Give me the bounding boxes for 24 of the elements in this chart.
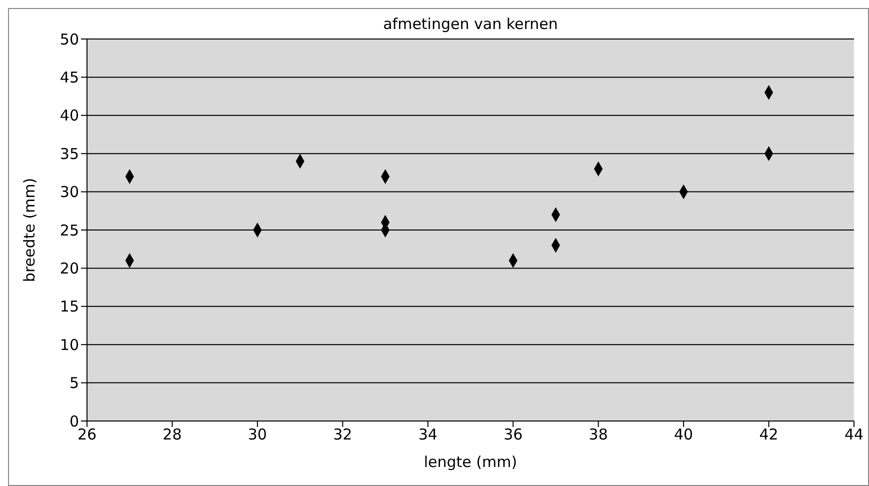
y-tick-label: 40 <box>60 106 79 125</box>
y-tick-label: 5 <box>69 374 79 392</box>
x-tick-label: 40 <box>674 426 694 444</box>
x-tick-label: 26 <box>77 426 97 444</box>
y-tick-label: 30 <box>60 183 79 202</box>
y-tick-label: 20 <box>60 260 79 278</box>
x-tick-label: 34 <box>418 426 438 444</box>
y-axis-title: breedte (mm) <box>20 178 38 282</box>
chart-title: afmetingen van kernen <box>382 15 559 33</box>
y-tick-label: 15 <box>60 298 79 316</box>
y-tick-label: 0 <box>69 412 79 430</box>
x-tick-label: 36 <box>504 426 523 444</box>
x-tick-label: 42 <box>759 426 778 444</box>
y-tick-label: 35 <box>60 144 79 163</box>
x-axis-title: lengte (mm) <box>424 453 518 471</box>
x-tick-label: 30 <box>248 426 267 444</box>
x-tick-label: 44 <box>844 426 864 444</box>
x-tick-label: 32 <box>333 426 352 444</box>
y-tick-label: 25 <box>60 221 79 240</box>
x-tick-label: 28 <box>162 426 182 444</box>
y-tick-label: 10 <box>60 336 79 354</box>
x-tick-label: 38 <box>588 426 608 444</box>
y-tick-label: 45 <box>60 68 79 87</box>
y-tick-label: 50 <box>60 30 79 48</box>
